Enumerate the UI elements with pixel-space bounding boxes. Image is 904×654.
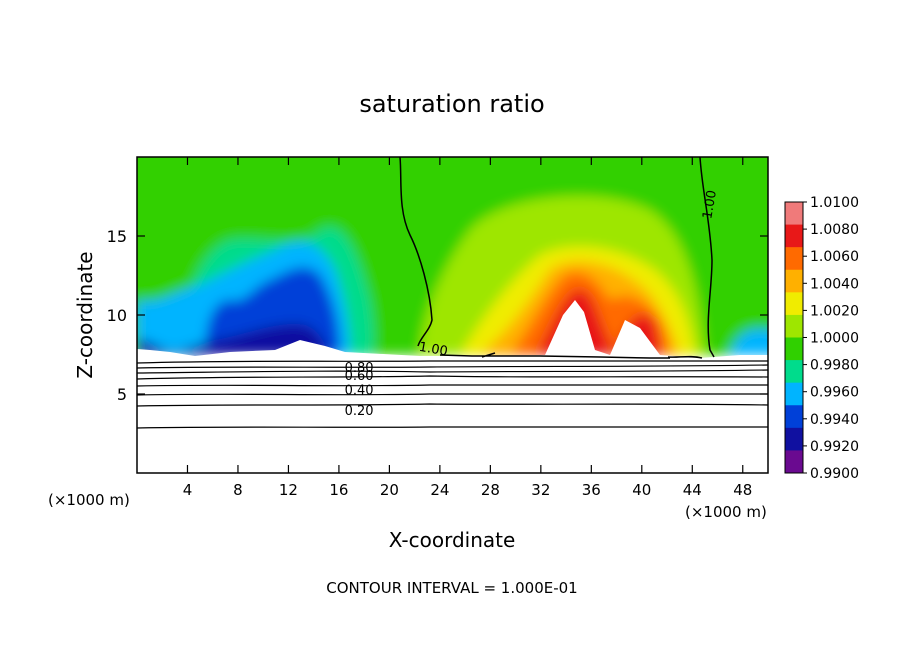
- contour-1.00-left: [399, 157, 670, 359]
- contour-1.00-right: [667, 157, 715, 359]
- colorbar-label: 0.9900: [810, 466, 859, 482]
- contour-line-3: [137, 369, 768, 374]
- colorbar: 1.0100 1.0080 1.0060 1.0040 1.0020 1.0000 0.99…: [784, 195, 859, 482]
- contour-label: 1.00: [418, 340, 449, 360]
- colorbar-swatch: [785, 247, 803, 271]
- contour-label: 0.40: [345, 383, 374, 398]
- x-tick-label: 32: [531, 481, 550, 499]
- colorbar-label: 0.9920: [810, 439, 859, 455]
- colorbar-label: 1.0000: [810, 331, 859, 347]
- chart-title: saturation ratio: [359, 90, 544, 118]
- x-unit-left: (×1000 m): [48, 491, 130, 509]
- colorbar-swatch: [785, 427, 803, 451]
- colorbar-swatch: [785, 269, 803, 293]
- x-tick-label: 44: [683, 481, 702, 499]
- contour-label: 0.20: [345, 404, 374, 419]
- contour-line-4: [137, 375, 768, 380]
- x-tick-label: 12: [279, 481, 298, 499]
- contour-line-1: [137, 360, 768, 364]
- colorbar-swatch: [785, 450, 803, 474]
- x-tick-label: 40: [632, 481, 651, 499]
- colorbar-label: 1.0100: [810, 195, 859, 211]
- field-right-cyan-region: [730, 328, 768, 355]
- x-tick-label: 20: [380, 481, 399, 499]
- colorbar-swatch: [785, 202, 803, 226]
- colorbar-swatch: [785, 292, 803, 316]
- colorbar-label: 1.0060: [810, 249, 859, 265]
- colorbar-swatch: [785, 360, 803, 384]
- contour-interval-footer: CONTOUR INTERVAL = 1.000E-01: [326, 579, 577, 597]
- y-tick-label: 10: [107, 306, 127, 325]
- x-tick-label: 28: [481, 481, 500, 499]
- y-tick-label: 5: [117, 385, 127, 404]
- contour-line-7: [137, 403, 768, 407]
- y-axis-label: Z-coordinate: [73, 251, 97, 378]
- colorbar-label: 0.9980: [810, 358, 859, 374]
- colorbar-swatch: [785, 382, 803, 406]
- x-tick-label: 48: [733, 481, 752, 499]
- contour-label: 0.60: [345, 369, 374, 384]
- colorbar-label: 1.0080: [810, 222, 859, 238]
- colorbar-swatch: [785, 314, 803, 338]
- colorbar-swatch: [785, 224, 803, 248]
- colorbar-label: 1.0040: [810, 276, 859, 292]
- y-axis-ticks: 5 10 15: [107, 227, 768, 404]
- colorbar-swatch: [785, 337, 803, 361]
- x-axis-label: X-coordinate: [389, 528, 516, 552]
- colorbar-label: 1.0020: [810, 303, 859, 319]
- unsaturated-lower-region: [137, 300, 768, 473]
- lower-contour-lines: [137, 360, 768, 429]
- contour-label: 0.80: [345, 361, 374, 376]
- x-tick-label: 16: [329, 481, 348, 499]
- colorbar-labels: 1.0100 1.0080 1.0060 1.0040 1.0020 1.0000 0.99…: [803, 195, 859, 482]
- field-dark-blue-region: [137, 323, 330, 355]
- contour-line-2: [137, 364, 768, 369]
- colorbar-swatches: [785, 202, 803, 474]
- plot-area: [137, 157, 768, 473]
- contour-labels: 1.00 1.00 0.800.600.40 0.20: [345, 189, 720, 419]
- x-tick-label: 8: [233, 481, 243, 499]
- x-unit-right: (×1000 m): [685, 503, 767, 521]
- x-axis-ticks: 4 8 12 16 20 24 28 32 36 40 44 48: [183, 157, 752, 499]
- contour-line-5: [137, 384, 768, 387]
- x-tick-label: 24: [430, 481, 449, 499]
- contour-label: 1.00: [700, 189, 720, 220]
- colorbar-swatch: [785, 405, 803, 429]
- y-tick-label: 15: [107, 227, 127, 246]
- x-tick-label: 4: [183, 481, 193, 499]
- saturation-field: [137, 157, 768, 355]
- colorbar-label: 0.9960: [810, 385, 859, 401]
- contour-line-6: [137, 393, 768, 396]
- x-tick-label: 36: [582, 481, 601, 499]
- contour-line-8: [137, 426, 768, 429]
- colorbar-label: 0.9940: [810, 412, 859, 428]
